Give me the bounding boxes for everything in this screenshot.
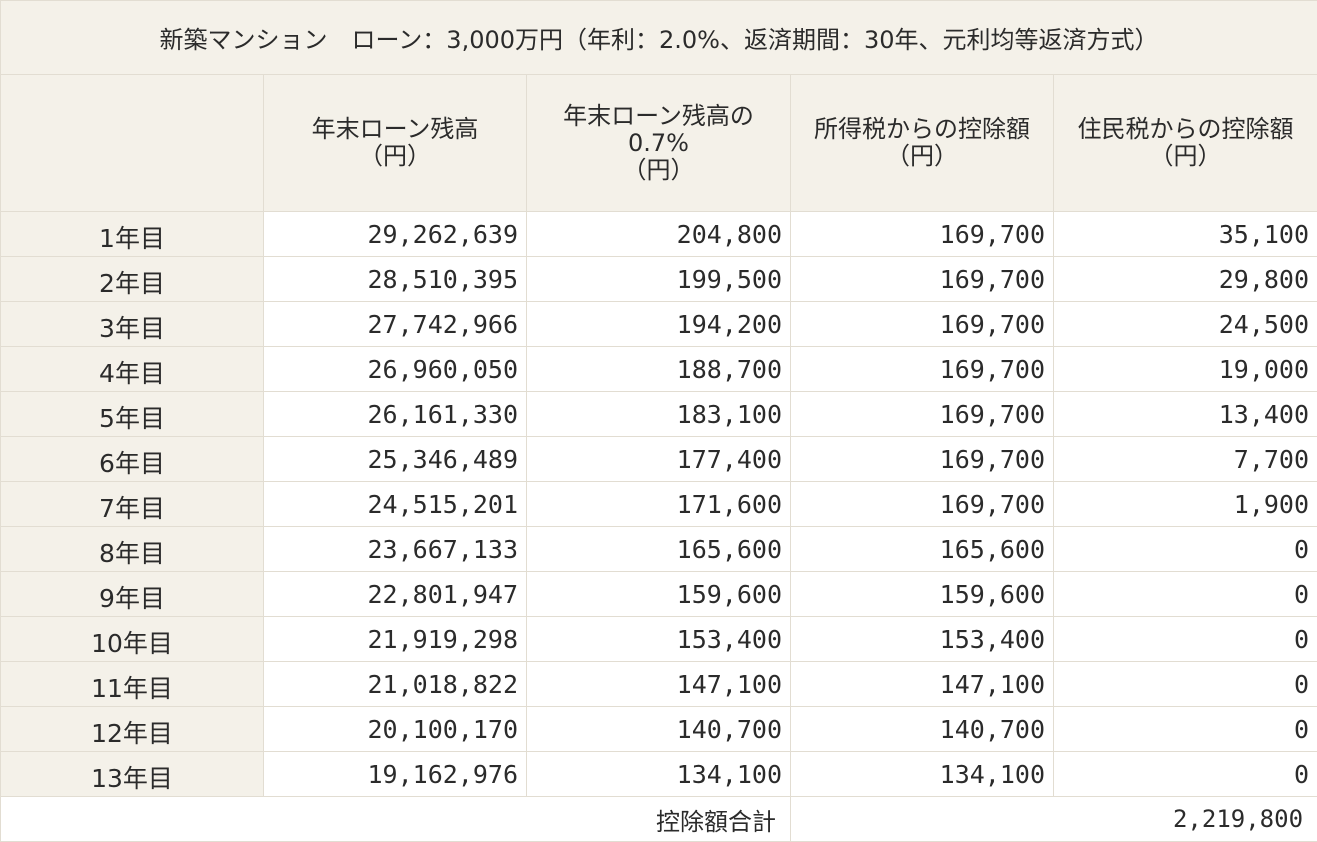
cell-loan-balance: 21,919,298 (264, 617, 527, 662)
cell-resident-tax-deduction: 19,000 (1054, 347, 1317, 392)
cell-income-tax-deduction: 169,700 (791, 392, 1054, 437)
cell-loan-balance: 20,100,170 (264, 707, 527, 752)
cell-income-tax-deduction: 169,700 (791, 257, 1054, 302)
cell-resident-tax-deduction: 0 (1054, 617, 1317, 662)
cell-income-tax-deduction: 169,700 (791, 482, 1054, 527)
cell-income-tax-deduction: 169,700 (791, 302, 1054, 347)
year-label: 10年目 (1, 617, 264, 662)
header-resident-tax-deduction: 住民税からの控除額（円） (1054, 75, 1317, 212)
cell-loan-balance: 22,801,947 (264, 572, 527, 617)
header-line: 0.7% (527, 130, 790, 157)
header-line: （円） (264, 143, 526, 170)
cell-balance-0-7-percent: 183,100 (527, 392, 791, 437)
cell-loan-balance: 21,018,822 (264, 662, 527, 707)
cell-loan-balance: 26,960,050 (264, 347, 527, 392)
cell-resident-tax-deduction: 13,400 (1054, 392, 1317, 437)
header-line: 年末ローン残高の (527, 103, 790, 130)
total-value: 2,219,800 (791, 797, 1317, 842)
year-label: 9年目 (1, 572, 264, 617)
cell-balance-0-7-percent: 140,700 (527, 707, 791, 752)
cell-balance-0-7-percent: 153,400 (527, 617, 791, 662)
cell-resident-tax-deduction: 0 (1054, 752, 1317, 797)
cell-resident-tax-deduction: 35,100 (1054, 212, 1317, 257)
year-label: 7年目 (1, 482, 264, 527)
header-line: 年末ローン残高 (264, 116, 526, 143)
cell-resident-tax-deduction: 0 (1054, 527, 1317, 572)
cell-loan-balance: 19,162,976 (264, 752, 527, 797)
year-label: 4年目 (1, 347, 264, 392)
cell-loan-balance: 24,515,201 (264, 482, 527, 527)
cell-resident-tax-deduction: 24,500 (1054, 302, 1317, 347)
header-line: 住民税からの控除額 (1054, 116, 1317, 143)
cell-balance-0-7-percent: 147,100 (527, 662, 791, 707)
cell-loan-balance: 23,667,133 (264, 527, 527, 572)
cell-income-tax-deduction: 134,100 (791, 752, 1054, 797)
cell-balance-0-7-percent: 159,600 (527, 572, 791, 617)
cell-income-tax-deduction: 169,700 (791, 437, 1054, 482)
year-label: 1年目 (1, 212, 264, 257)
cell-balance-0-7-percent: 134,100 (527, 752, 791, 797)
header-income-tax-deduction: 所得税からの控除額（円） (791, 75, 1054, 212)
year-label: 5年目 (1, 392, 264, 437)
header-line: 所得税からの控除額 (791, 116, 1053, 143)
cell-income-tax-deduction: 169,700 (791, 347, 1054, 392)
cell-income-tax-deduction: 147,100 (791, 662, 1054, 707)
cell-loan-balance: 25,346,489 (264, 437, 527, 482)
header-line: （円） (1054, 143, 1317, 170)
cell-loan-balance: 27,742,966 (264, 302, 527, 347)
total-label: 控除額合計 (1, 797, 791, 842)
year-label: 6年目 (1, 437, 264, 482)
year-label: 12年目 (1, 707, 264, 752)
cell-loan-balance: 28,510,395 (264, 257, 527, 302)
cell-income-tax-deduction: 165,600 (791, 527, 1054, 572)
year-label: 3年目 (1, 302, 264, 347)
cell-income-tax-deduction: 169,700 (791, 212, 1054, 257)
cell-balance-0-7-percent: 171,600 (527, 482, 791, 527)
cell-income-tax-deduction: 140,700 (791, 707, 1054, 752)
cell-balance-0-7-percent: 165,600 (527, 527, 791, 572)
cell-resident-tax-deduction: 29,800 (1054, 257, 1317, 302)
cell-balance-0-7-percent: 188,700 (527, 347, 791, 392)
header-corner (1, 75, 264, 212)
cell-resident-tax-deduction: 0 (1054, 707, 1317, 752)
cell-resident-tax-deduction: 0 (1054, 662, 1317, 707)
cell-resident-tax-deduction: 1,900 (1054, 482, 1317, 527)
cell-loan-balance: 26,161,330 (264, 392, 527, 437)
header-line: （円） (527, 157, 790, 184)
cell-balance-0-7-percent: 194,200 (527, 302, 791, 347)
cell-balance-0-7-percent: 199,500 (527, 257, 791, 302)
cell-income-tax-deduction: 159,600 (791, 572, 1054, 617)
cell-balance-0-7-percent: 177,400 (527, 437, 791, 482)
cell-income-tax-deduction: 153,400 (791, 617, 1054, 662)
cell-resident-tax-deduction: 7,700 (1054, 437, 1317, 482)
header-line: （円） (791, 143, 1053, 170)
cell-loan-balance: 29,262,639 (264, 212, 527, 257)
cell-resident-tax-deduction: 0 (1054, 572, 1317, 617)
table-title: 新築マンション ローン：3,000万円（年利：2.0%、返済期間：30年、元利均… (1, 1, 1317, 75)
cell-balance-0-7-percent: 204,800 (527, 212, 791, 257)
year-label: 13年目 (1, 752, 264, 797)
year-label: 11年目 (1, 662, 264, 707)
header-loan-balance: 年末ローン残高（円） (264, 75, 527, 212)
year-label: 2年目 (1, 257, 264, 302)
year-label: 8年目 (1, 527, 264, 572)
